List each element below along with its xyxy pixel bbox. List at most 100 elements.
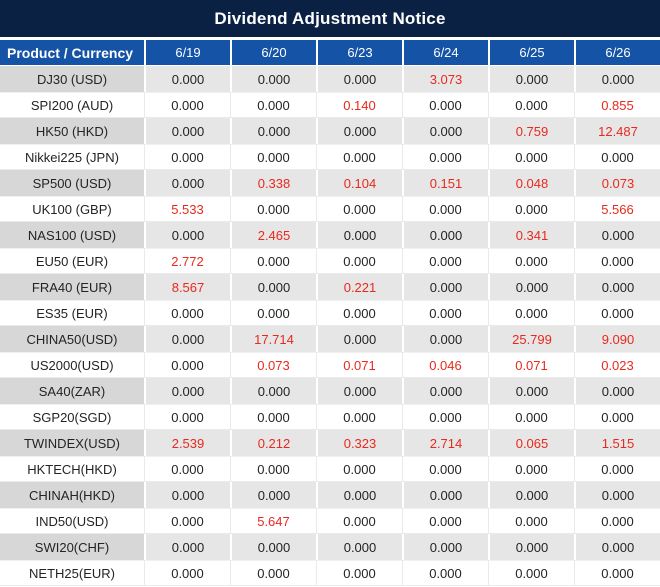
dividend-value-cell: 0.338 — [230, 170, 316, 196]
dividend-value-cell: 0.000 — [144, 144, 230, 170]
product-cell: SP500 (USD) — [0, 170, 144, 196]
product-cell: US2000(USD) — [0, 352, 144, 378]
dividend-value-cell: 0.000 — [402, 326, 488, 352]
dividend-value-cell: 0.000 — [488, 196, 574, 222]
dividend-value-cell: 0.073 — [230, 352, 316, 378]
table-row: ES35 (EUR) 0.000 0.000 0.000 0.000 0.000 0.000 — [0, 300, 660, 326]
dividend-value-cell: 0.000 — [574, 222, 660, 248]
dividend-value-cell: 0.000 — [230, 456, 316, 482]
dividend-value-cell: 0.221 — [316, 274, 402, 300]
table-row: HKTECH(HKD) 0.000 0.000 0.000 0.000 0.000 0.00… — [0, 456, 660, 482]
dividend-value-cell: 0.000 — [230, 118, 316, 144]
dividend-value-cell: 0.000 — [316, 300, 402, 326]
dividend-value-cell: 3.073 — [402, 66, 488, 92]
dividend-value-cell: 0.000 — [230, 92, 316, 118]
table-row: EU50 (EUR) 2.772 0.000 0.000 0.000 0.000 0.000 — [0, 248, 660, 274]
dividend-value-cell: 0.000 — [402, 534, 488, 560]
column-header-date: 6/19 — [144, 40, 230, 65]
column-header-date: 6/24 — [402, 40, 488, 65]
table-row: US2000(USD) 0.000 0.073 0.071 0.046 0.071 0.02… — [0, 352, 660, 378]
dividend-value-cell: 0.000 — [316, 378, 402, 404]
product-cell: EU50 (EUR) — [0, 248, 144, 274]
dividend-value-cell: 0.000 — [144, 118, 230, 144]
product-cell: SA40(ZAR) — [0, 378, 144, 404]
dividend-value-cell: 0.046 — [402, 352, 488, 378]
product-cell: Nikkei225 (JPN) — [0, 144, 144, 170]
dividend-value-cell: 5.566 — [574, 196, 660, 222]
table-row: Nikkei225 (JPN) 0.000 0.000 0.000 0.000 0.000… — [0, 144, 660, 170]
column-header-date: 6/20 — [230, 40, 316, 65]
dividend-value-cell: 0.000 — [144, 534, 230, 560]
column-header-date: 6/26 — [574, 40, 660, 65]
dividend-value-cell: 0.071 — [316, 352, 402, 378]
table-row: UK100 (GBP) 5.533 0.000 0.000 0.000 0.000 5.56… — [0, 196, 660, 222]
dividend-value-cell: 0.000 — [574, 534, 660, 560]
dividend-value-cell: 0.048 — [488, 170, 574, 196]
dividend-value-cell: 0.000 — [488, 144, 574, 170]
dividend-value-cell: 0.341 — [488, 222, 574, 248]
dividend-value-cell: 2.714 — [402, 430, 488, 456]
dividend-value-cell: 0.855 — [574, 92, 660, 118]
product-cell: SWI20(CHF) — [0, 534, 144, 560]
dividend-value-cell: 0.000 — [316, 66, 402, 92]
dividend-value-cell: 0.000 — [402, 378, 488, 404]
dividend-value-cell: 0.000 — [230, 248, 316, 274]
dividend-value-cell: 0.000 — [574, 482, 660, 508]
dividend-value-cell: 0.140 — [316, 92, 402, 118]
dividend-value-cell: 0.000 — [230, 196, 316, 222]
dividend-value-cell: 2.465 — [230, 222, 316, 248]
dividend-value-cell: 0.000 — [488, 404, 574, 430]
table-row: SGP20(SGD) 0.000 0.000 0.000 0.000 0.000 0.000 — [0, 404, 660, 430]
dividend-value-cell: 0.000 — [402, 144, 488, 170]
dividend-value-cell: 0.000 — [144, 404, 230, 430]
dividend-value-cell: 0.000 — [402, 92, 488, 118]
dividend-value-cell: 0.000 — [144, 456, 230, 482]
table-row: HK50 (HKD) 0.000 0.000 0.000 0.000 0.759 12.48… — [0, 118, 660, 144]
dividend-value-cell: 0.000 — [230, 66, 316, 92]
product-cell: UK100 (GBP) — [0, 196, 144, 222]
dividend-value-cell: 2.539 — [144, 430, 230, 456]
table-header-row: Product / Currency 6/19 6/20 6/23 6/24 6/25 6… — [0, 40, 660, 65]
dividend-value-cell: 0.000 — [316, 118, 402, 144]
dividend-value-cell: 0.000 — [316, 456, 402, 482]
product-cell: IND50(USD) — [0, 508, 144, 534]
product-cell: DJ30 (USD) — [0, 66, 144, 92]
dividend-value-cell: 0.000 — [402, 404, 488, 430]
dividend-value-cell: 0.000 — [144, 300, 230, 326]
dividend-value-cell: 0.000 — [402, 196, 488, 222]
dividend-value-cell: 0.000 — [230, 534, 316, 560]
dividend-value-cell: 0.000 — [144, 508, 230, 534]
table-row: SPI200 (AUD) 0.000 0.000 0.140 0.000 0.000 0.8… — [0, 92, 660, 118]
dividend-value-cell: 0.000 — [574, 66, 660, 92]
dividend-value-cell: 0.000 — [230, 482, 316, 508]
dividend-value-cell: 0.000 — [488, 66, 574, 92]
product-cell: FRA40 (EUR) — [0, 274, 144, 300]
dividend-value-cell: 0.000 — [230, 378, 316, 404]
dividend-value-cell: 0.000 — [230, 300, 316, 326]
dividend-value-cell: 0.000 — [316, 560, 402, 586]
dividend-value-cell: 0.151 — [402, 170, 488, 196]
dividend-value-cell: 0.000 — [488, 560, 574, 586]
dividend-value-cell: 0.000 — [316, 534, 402, 560]
dividend-value-cell: 0.000 — [402, 222, 488, 248]
dividend-value-cell: 0.000 — [230, 560, 316, 586]
dividend-value-cell: 25.799 — [488, 326, 574, 352]
dividend-value-cell: 0.000 — [574, 404, 660, 430]
column-header-date: 6/23 — [316, 40, 402, 65]
table-body: DJ30 (USD) 0.000 0.000 0.000 3.073 0.000 0.000… — [0, 66, 660, 586]
dividend-value-cell: 0.000 — [316, 196, 402, 222]
dividend-value-cell: 12.487 — [574, 118, 660, 144]
dividend-value-cell: 0.759 — [488, 118, 574, 144]
dividend-value-cell: 8.567 — [144, 274, 230, 300]
dividend-value-cell: 0.000 — [144, 66, 230, 92]
dividend-value-cell: 0.000 — [488, 456, 574, 482]
table-row: CHINAH(HKD) 0.000 0.000 0.000 0.000 0.000 0.00… — [0, 482, 660, 508]
dividend-value-cell: 0.000 — [574, 508, 660, 534]
dividend-value-cell: 0.000 — [488, 508, 574, 534]
dividend-value-cell: 0.000 — [316, 404, 402, 430]
dividend-value-cell: 0.000 — [316, 222, 402, 248]
dividend-value-cell: 0.000 — [574, 274, 660, 300]
dividend-value-cell: 0.000 — [488, 300, 574, 326]
dividend-value-cell: 0.000 — [144, 482, 230, 508]
